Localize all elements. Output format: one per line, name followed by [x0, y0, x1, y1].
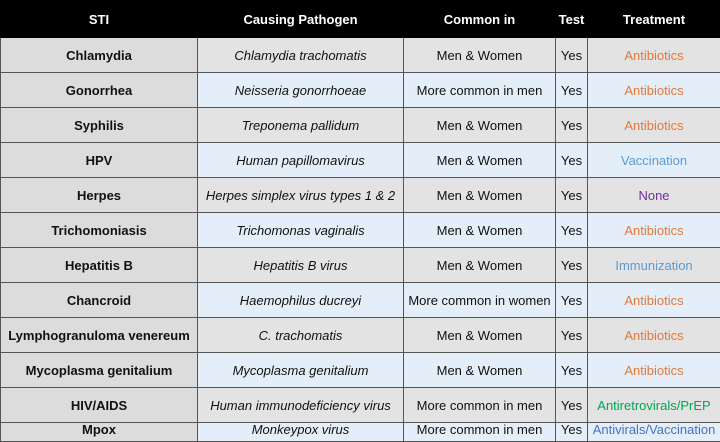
- table-row: Hepatitis B Hepatitis B virus Men & Women Y…: [0, 247, 720, 283]
- treatment-cell: Antiretrovirals/PrEP: [587, 387, 720, 423]
- table-cell: Yes: [555, 37, 588, 73]
- sti-name: Mycoplasma genitalium: [0, 352, 198, 388]
- table-cell: Men & Women: [403, 212, 556, 248]
- treatment-cell: Antibiotics: [587, 317, 720, 353]
- treatment-cell: Antibiotics: [587, 37, 720, 73]
- header-row: STI Causing Pathogen Common in Test Treatmen…: [0, 0, 720, 38]
- treatment-cell: Immunization: [587, 247, 720, 283]
- sti-name: Gonorrhea: [0, 72, 198, 108]
- table-cell: Human immunodeficiency virus: [197, 387, 404, 423]
- table-row: HPV Human papillomavirus Men & Women Yes Vac…: [0, 142, 720, 178]
- table-cell: Mycoplasma genitalium: [197, 352, 404, 388]
- table-cell: Neisseria gonorrhoeae: [197, 72, 404, 108]
- header-cell: Treatment: [587, 0, 720, 38]
- treatment-cell: Antibiotics: [587, 212, 720, 248]
- table-row: Mpox Monkeypox virus More common in men Yes…: [0, 422, 720, 442]
- treatment-cell: Vaccination: [587, 142, 720, 178]
- sti-name: Syphilis: [0, 107, 198, 143]
- table-cell: Hepatitis B virus: [197, 247, 404, 283]
- table-cell: Yes: [555, 352, 588, 388]
- table-row: Lymphogranuloma venereum C. trachomatis Me…: [0, 317, 720, 353]
- header-cell: Causing Pathogen: [197, 0, 404, 38]
- sti-name: Hepatitis B: [0, 247, 198, 283]
- table-cell: Yes: [555, 72, 588, 108]
- table-cell: More common in men: [403, 72, 556, 108]
- treatment-cell: Antibiotics: [587, 282, 720, 318]
- sti-name: HIV/AIDS: [0, 387, 198, 423]
- sti-name: Mpox: [0, 422, 198, 442]
- treatment-cell: Antibiotics: [587, 352, 720, 388]
- table-cell: Men & Women: [403, 107, 556, 143]
- table-cell: Men & Women: [403, 352, 556, 388]
- table-cell: Yes: [555, 177, 588, 213]
- table-cell: Trichomonas vaginalis: [197, 212, 404, 248]
- table-cell: C. trachomatis: [197, 317, 404, 353]
- sti-name: Trichomoniasis: [0, 212, 198, 248]
- header-cell: Test: [555, 0, 588, 38]
- header-cell: Common in: [403, 0, 556, 38]
- sti-name: Chancroid: [0, 282, 198, 318]
- table-cell: Yes: [555, 387, 588, 423]
- sti-name: Herpes: [0, 177, 198, 213]
- treatment-cell: None: [587, 177, 720, 213]
- table-cell: Men & Women: [403, 247, 556, 283]
- table-cell: More common in men: [403, 387, 556, 423]
- table-row: Trichomoniasis Trichomonas vaginalis Men &…: [0, 212, 720, 248]
- table-cell: Chlamydia trachomatis: [197, 37, 404, 73]
- table-cell: More common in women: [403, 282, 556, 318]
- sti-name: Lymphogranuloma venereum: [0, 317, 198, 353]
- table-cell: Yes: [555, 142, 588, 178]
- table-cell: Men & Women: [403, 142, 556, 178]
- table-cell: Yes: [555, 317, 588, 353]
- table-cell: Yes: [555, 282, 588, 318]
- table-row: HIV/AIDS Human immunodeficiency virus More…: [0, 387, 720, 423]
- table-cell: Herpes simplex virus types 1 & 2: [197, 177, 404, 213]
- table-cell: Monkeypox virus: [197, 422, 404, 442]
- table-row: Chlamydia Chlamydia trachomatis Men & Wome…: [0, 37, 720, 73]
- table-cell: Yes: [555, 212, 588, 248]
- treatment-cell: Antibiotics: [587, 107, 720, 143]
- table-cell: Treponema pallidum: [197, 107, 404, 143]
- table-row: Herpes Herpes simplex virus types 1 & 2 Me…: [0, 177, 720, 213]
- table-row: Mycoplasma genitalium Mycoplasma genitali…: [0, 352, 720, 388]
- table-cell: Yes: [555, 247, 588, 283]
- header-cell: STI: [0, 0, 198, 38]
- table-cell: Yes: [555, 107, 588, 143]
- table-cell: Human papillomavirus: [197, 142, 404, 178]
- table-row: Syphilis Treponema pallidum Men & Women Yes…: [0, 107, 720, 143]
- table-cell: Men & Women: [403, 177, 556, 213]
- table-row: Gonorrhea Neisseria gonorrhoeae More commo…: [0, 72, 720, 108]
- table-cell: Haemophilus ducreyi: [197, 282, 404, 318]
- treatment-cell: Antibiotics: [587, 72, 720, 108]
- treatment-cell: Antivirals/Vaccination: [587, 422, 720, 442]
- sti-name: Chlamydia: [0, 37, 198, 73]
- sti-name: HPV: [0, 142, 198, 178]
- table-row: Chancroid Haemophilus ducreyi More common …: [0, 282, 720, 318]
- table-cell: Men & Women: [403, 317, 556, 353]
- table-cell: More common in men: [403, 422, 556, 442]
- table-cell: Men & Women: [403, 37, 556, 73]
- table-cell: Yes: [555, 422, 588, 442]
